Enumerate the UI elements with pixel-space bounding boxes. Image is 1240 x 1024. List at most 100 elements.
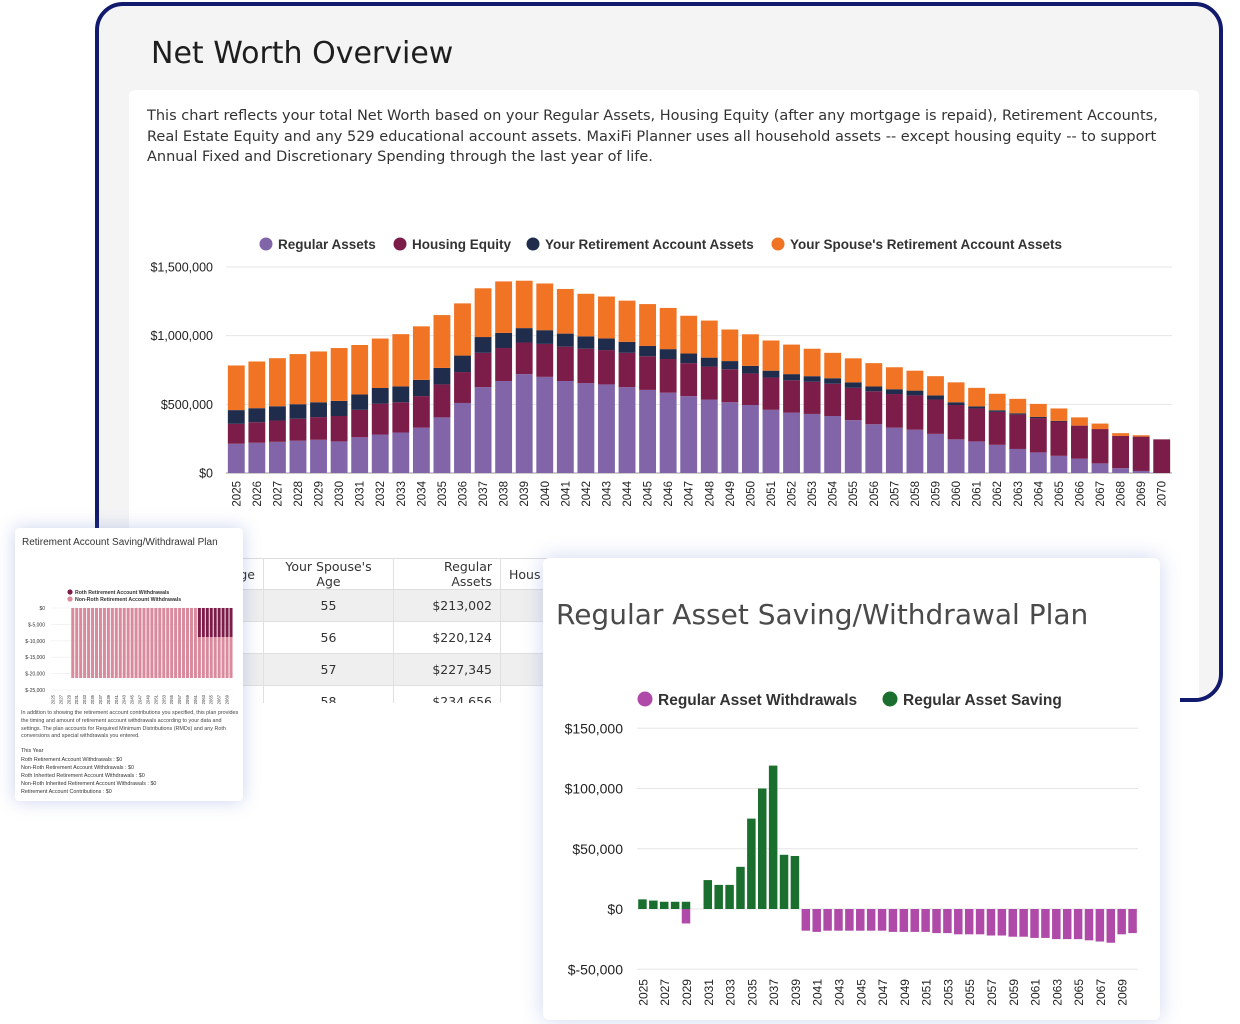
bar [680,353,698,364]
bar [371,434,389,473]
bar [392,402,410,433]
x-tick-label: 2069 [1116,979,1130,1006]
bar [114,608,118,678]
x-tick-label: 2059 [931,481,943,507]
bar [142,608,146,678]
x-tick-label: 2051 [920,979,934,1006]
bar [248,361,266,409]
x-tick-label: 2045 [130,694,135,704]
bar [598,338,615,351]
bar [330,400,348,417]
bar [310,439,327,473]
bar [1112,433,1130,436]
bar [888,909,898,932]
bar [680,396,698,473]
bar [988,393,1006,411]
stat-value: $0 [138,773,145,780]
x-tick-label: 2064 [1033,480,1045,506]
bar [454,355,471,373]
x-tick-label: 2034 [416,480,428,506]
bar [618,300,636,342]
legend-marker [259,237,273,251]
bar [783,380,800,413]
x-tick-label: 2033 [82,694,87,704]
bar [474,387,492,473]
stat-label: Roth Retirement Account Withdrawals : [21,757,117,764]
x-tick-label: 2051 [153,694,158,704]
bar [221,608,225,637]
bar [227,365,245,411]
x-tick-label: 2055 [169,694,174,704]
x-tick-label: 2051 [766,481,778,507]
bar [1009,414,1027,449]
bar [885,394,903,428]
bar [790,855,800,909]
bar [927,399,944,434]
x-tick-label: 2052 [787,481,799,507]
bar [289,440,307,473]
bar [412,396,430,428]
bar [134,608,138,678]
bar [885,389,903,395]
retirement-plan-card: Retirement Account Saving/Withdrawal Pla… [15,528,243,801]
column-header-regular-assets[interactable]: Regular Assets [393,558,501,590]
bar [1071,417,1088,426]
bar [454,402,471,473]
bar [122,608,126,678]
bar [556,380,574,473]
bar [197,608,201,637]
bar [351,345,369,395]
bar [83,608,87,678]
bar [556,333,574,347]
bar [954,909,963,935]
bar [823,909,832,931]
x-tick-label: 2066 [1074,481,1086,507]
x-tick-label: 2059 [1007,979,1021,1006]
stat-label: Non-Roth Retirement Account Withdrawals … [21,765,128,772]
regular-asset-title: Regular Asset Saving/Withdrawal Plan [556,598,1089,631]
bar [225,608,229,637]
bar [75,608,79,678]
bar [986,909,996,936]
bar [801,909,811,931]
column-header-spouse-age[interactable]: Your Spouse's Age [263,558,394,590]
bar [185,608,190,678]
bar [130,608,134,678]
bar [268,420,286,442]
x-tick-label: 2061 [972,481,984,507]
bar [371,387,389,404]
x-tick-label: 2047 [876,979,890,1006]
bar [659,349,677,360]
bar [906,429,924,473]
y-tick-label: $-20,000 [25,672,45,678]
bar [659,901,669,909]
bar [721,369,739,403]
bar [412,326,430,380]
bar [659,359,677,393]
bar [598,350,615,385]
bar [248,442,266,473]
bar [495,281,513,333]
bar [618,387,636,473]
bar [997,909,1007,936]
bar [162,608,166,678]
bar [330,416,348,442]
bar [577,293,595,337]
bar [227,410,245,424]
x-tick-label: 2063 [1050,979,1064,1006]
bar [351,394,369,410]
x-tick-label: 2035 [745,979,759,1006]
bar [268,441,286,473]
bar [1112,435,1130,469]
bar [988,410,1006,412]
bar [659,307,677,350]
x-tick-label: 2069 [1136,481,1148,507]
bar [1095,909,1105,942]
x-tick-label: 2046 [663,481,675,507]
table-cell: $220,124 [393,621,501,654]
regular-asset-chart: Regular Asset Withdrawals Regular Asset S… [565,691,1138,1006]
bar [229,637,233,678]
x-tick-label: 2055 [848,481,860,507]
bar [515,342,533,375]
bar [1132,436,1150,471]
